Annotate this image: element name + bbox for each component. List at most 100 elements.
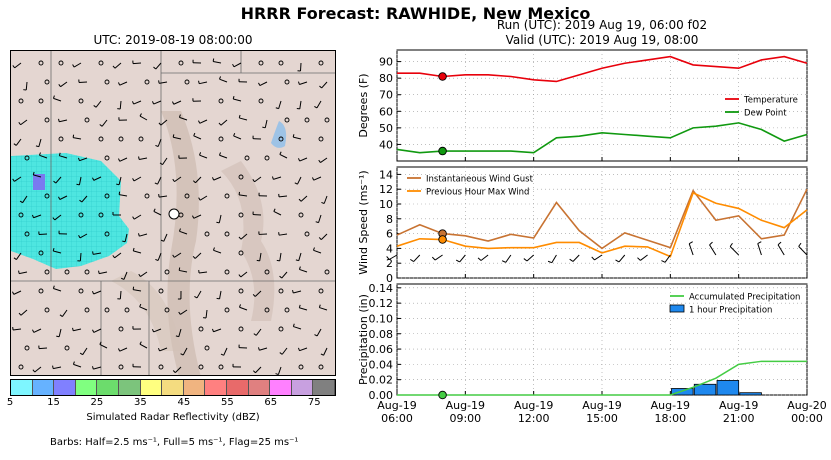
wind-barb xyxy=(313,176,322,181)
map-canvas xyxy=(11,51,335,375)
reflectivity-colorbar xyxy=(10,379,336,396)
wind-barb xyxy=(114,252,122,259)
wind-barb xyxy=(93,328,102,333)
wind-barb-flag xyxy=(219,152,221,156)
wind-barb-flag xyxy=(160,239,164,242)
wind-barb xyxy=(323,347,328,356)
wind-barb xyxy=(53,250,62,254)
wind-barb xyxy=(133,214,142,220)
wind-barb xyxy=(688,243,694,256)
precip-bar xyxy=(739,392,762,396)
wind-barb-flag xyxy=(194,296,198,299)
calm-wind-marker xyxy=(18,364,24,370)
wind-barb xyxy=(640,254,648,261)
wind-barb xyxy=(33,328,42,333)
wind-barb xyxy=(388,254,398,260)
calm-wind-marker xyxy=(238,326,244,332)
wind-barb-flag xyxy=(238,236,242,240)
calm-wind-marker xyxy=(104,193,110,199)
calm-wind-marker xyxy=(198,326,204,332)
colorbar-segment xyxy=(226,380,249,395)
y-tick-label: 90 xyxy=(379,56,393,69)
x-tick-label: 09:00 xyxy=(449,412,481,425)
wind-barb-flag xyxy=(139,341,142,345)
valid-time-marker xyxy=(438,235,447,244)
wind-barb-flag xyxy=(132,178,135,182)
wind-barb xyxy=(572,254,580,262)
wind-barb xyxy=(20,309,28,316)
wind-barb xyxy=(54,214,62,221)
legend-label: Temperature xyxy=(743,96,798,106)
wind-barb xyxy=(178,328,182,337)
wind-barb xyxy=(264,119,268,128)
valid-time-marker xyxy=(438,390,447,400)
calm-wind-marker xyxy=(18,212,24,218)
wind-barb-flag xyxy=(172,101,175,105)
wind-barb-flag xyxy=(155,258,159,261)
wind-barb-flag xyxy=(72,327,74,331)
wind-panel: 0 2 46 8 10 12 14 Wind Speed (ms⁻¹) Instantaneou… xyxy=(357,166,808,285)
wind-barb xyxy=(155,62,162,70)
colorbar-segment xyxy=(11,380,33,395)
calm-wind-marker xyxy=(78,212,84,218)
calm-wind-marker xyxy=(238,288,244,294)
wind-barb-flag xyxy=(298,198,302,202)
calm-wind-marker xyxy=(238,212,244,218)
wind-barb xyxy=(297,176,302,185)
wind-barb-flag xyxy=(172,178,175,182)
calm-wind-marker xyxy=(118,136,124,142)
colorbar-tick: 45 xyxy=(177,397,191,408)
wind-barb-flag xyxy=(72,64,75,68)
calm-wind-marker xyxy=(98,212,104,218)
wind-barb-flag xyxy=(757,241,762,245)
wind-barb xyxy=(199,119,208,124)
wind-barb-flag xyxy=(52,285,55,289)
wind-barb-flag xyxy=(211,328,214,332)
wind-barb xyxy=(81,195,88,203)
wind-barb xyxy=(196,290,202,299)
calm-wind-marker xyxy=(304,231,310,237)
wind-barb xyxy=(709,244,717,256)
wind-barb xyxy=(159,81,168,84)
wind-barb-flag xyxy=(271,176,274,180)
calm-wind-marker xyxy=(204,345,210,351)
wind-barb xyxy=(299,62,302,72)
wind-barb-flag xyxy=(218,122,222,126)
colorbar-segment xyxy=(248,380,271,395)
wind-barb-flag xyxy=(19,200,23,204)
y-tick-label: 0.04 xyxy=(369,358,394,371)
colorbar-tick: 35 xyxy=(134,397,147,408)
calm-wind-marker xyxy=(164,307,170,313)
wind-barb xyxy=(139,157,148,160)
wind-barb-flag xyxy=(99,341,102,345)
wind-barb xyxy=(19,271,28,275)
wind-barb-flag xyxy=(52,217,56,221)
wind-barb xyxy=(119,194,128,197)
wind-barb-flag xyxy=(91,291,95,295)
y-tick-label: 0.02 xyxy=(369,374,394,387)
wind-barb-flag xyxy=(501,260,506,263)
map-valid-time: UTC: 2019-08-19 08:00:00 xyxy=(93,33,253,47)
wind-barb xyxy=(278,100,282,109)
wind-barb-flag xyxy=(118,191,121,195)
wind-barb-flag xyxy=(198,120,201,124)
wind-barb-flag xyxy=(212,247,215,251)
calm-wind-marker xyxy=(118,326,124,332)
calm-wind-marker xyxy=(98,60,104,66)
x-tick-label: Aug-19 xyxy=(377,399,416,412)
wind-barb xyxy=(259,81,268,87)
wind-barb-flag xyxy=(13,143,17,146)
run-info: Run (UTC): 2019 Aug 19, 06:00 f02 Valid … xyxy=(397,18,807,48)
wind-barb xyxy=(173,136,182,140)
wind-barb-flag xyxy=(216,221,220,224)
wind-barb xyxy=(119,157,128,162)
calm-wind-marker xyxy=(324,269,330,275)
precipitation-panel: 0.00 0.02 0.04 0.06 0.08 0.10 0.12 0.14Precipit… xyxy=(357,282,827,425)
colorbar-tick: 5 xyxy=(6,397,14,408)
wind-barb xyxy=(551,254,557,263)
wind-barb xyxy=(13,328,22,331)
calm-wind-marker xyxy=(324,117,330,123)
y-tick-label: 0.10 xyxy=(369,312,394,325)
calm-wind-marker xyxy=(58,60,64,66)
valid-time-marker xyxy=(438,146,447,156)
